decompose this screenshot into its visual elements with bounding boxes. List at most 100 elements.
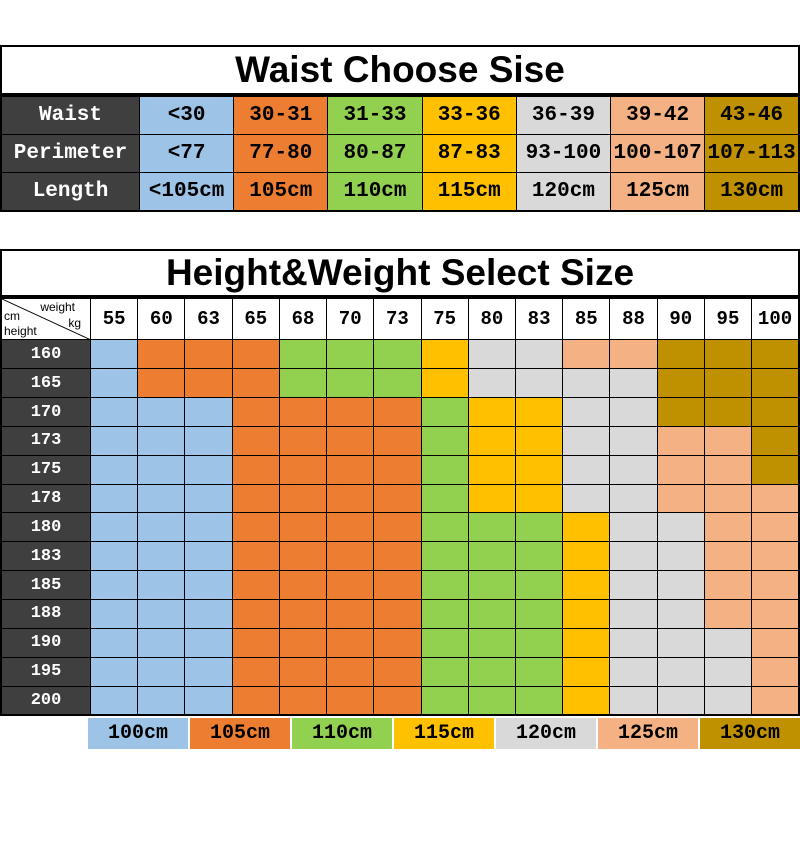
waist-cell: 39-42 bbox=[610, 95, 706, 135]
size-cell-110cm bbox=[420, 454, 469, 485]
waist-cell: 30-31 bbox=[233, 95, 329, 135]
height-row-label: 173 bbox=[0, 425, 91, 456]
size-cell-120cm bbox=[703, 627, 753, 658]
size-cell-105cm bbox=[137, 368, 186, 399]
size-cell-115cm bbox=[514, 425, 564, 456]
grid-row-190: 190 bbox=[0, 627, 800, 658]
size-cell-105cm bbox=[231, 483, 280, 514]
size-cell-100cm bbox=[184, 685, 233, 716]
size-cell-100cm bbox=[89, 397, 139, 427]
size-cell-130cm bbox=[656, 368, 705, 399]
size-cell-120cm bbox=[562, 483, 611, 514]
size-cell-120cm bbox=[703, 685, 753, 716]
weight-column-header: 100 bbox=[751, 297, 800, 341]
weight-column-header: 73 bbox=[373, 297, 422, 341]
size-cell-110cm bbox=[420, 656, 469, 687]
grid-row-188: 188 bbox=[0, 598, 800, 629]
size-cell-110cm bbox=[420, 598, 469, 629]
size-cell-120cm bbox=[609, 656, 658, 687]
size-cell-105cm bbox=[231, 339, 280, 370]
size-cell-120cm bbox=[656, 656, 705, 687]
weight-column-header: 75 bbox=[420, 297, 469, 341]
size-cell-115cm bbox=[514, 454, 564, 485]
size-cell-105cm bbox=[326, 570, 375, 600]
grid-row-200: 200 bbox=[0, 685, 800, 716]
size-cell-120cm bbox=[609, 685, 658, 716]
waist-cell: 31-33 bbox=[327, 95, 423, 135]
size-cell-125cm bbox=[751, 656, 800, 687]
size-cell-105cm bbox=[373, 570, 422, 600]
size-cell-110cm bbox=[467, 685, 516, 716]
size-cell-105cm bbox=[373, 483, 422, 514]
size-cell-115cm bbox=[562, 512, 611, 543]
size-cell-105cm bbox=[326, 627, 375, 658]
waist-cell: 130cm bbox=[704, 172, 800, 212]
size-cell-105cm bbox=[231, 570, 280, 600]
size-cell-105cm bbox=[326, 483, 375, 514]
size-cell-125cm bbox=[751, 570, 800, 600]
size-cell-105cm bbox=[184, 368, 233, 399]
waist-cell: 110cm bbox=[327, 172, 423, 212]
size-cell-115cm bbox=[467, 454, 516, 485]
waist-row-label: Waist bbox=[0, 95, 140, 135]
size-cell-125cm bbox=[703, 598, 753, 629]
size-legend: 100cm 105cm 110cm 115cm 120cm 125cm 130cm bbox=[88, 717, 800, 749]
legend-item-100cm: 100cm bbox=[88, 717, 188, 749]
size-cell-115cm bbox=[562, 656, 611, 687]
size-cell-120cm bbox=[609, 541, 658, 572]
size-cell-105cm bbox=[373, 425, 422, 456]
size-cell-100cm bbox=[137, 454, 186, 485]
size-cell-125cm bbox=[751, 512, 800, 543]
size-cell-125cm bbox=[703, 541, 753, 572]
waist-cell: 115cm bbox=[421, 172, 517, 212]
size-cell-105cm bbox=[278, 512, 328, 543]
size-cell-115cm bbox=[420, 339, 469, 370]
size-cell-100cm bbox=[184, 627, 233, 658]
size-cell-120cm bbox=[609, 483, 658, 514]
size-cell-125cm bbox=[751, 627, 800, 658]
size-cell-110cm bbox=[420, 512, 469, 543]
size-cell-100cm bbox=[184, 425, 233, 456]
size-cell-100cm bbox=[89, 627, 139, 658]
size-cell-100cm bbox=[89, 656, 139, 687]
size-cell-120cm bbox=[609, 512, 658, 543]
grid-row-175: 175 bbox=[0, 454, 800, 485]
weight-column-header: 88 bbox=[609, 297, 658, 341]
size-cell-105cm bbox=[373, 454, 422, 485]
size-cell-110cm bbox=[467, 656, 516, 687]
height-row-label: 178 bbox=[0, 483, 91, 514]
size-cell-100cm bbox=[89, 339, 139, 370]
size-cell-120cm bbox=[656, 541, 705, 572]
size-cell-110cm bbox=[326, 339, 375, 370]
waist-row-waist: Waist <30 30-31 31-33 33-36 36-39 39-42 43-46 bbox=[0, 95, 800, 135]
size-cell-110cm bbox=[467, 541, 516, 572]
grid-row-173: 173 bbox=[0, 425, 800, 456]
grid-row-160: 160 bbox=[0, 339, 800, 370]
waist-cell: 107-113 bbox=[704, 133, 800, 174]
size-cell-130cm bbox=[656, 339, 705, 370]
size-cell-100cm bbox=[89, 541, 139, 572]
size-cell-120cm bbox=[609, 397, 658, 427]
size-cell-120cm bbox=[609, 454, 658, 485]
legend-item-115cm: 115cm bbox=[394, 717, 494, 749]
size-cell-105cm bbox=[326, 397, 375, 427]
size-cell-105cm bbox=[137, 339, 186, 370]
size-cell-110cm bbox=[420, 541, 469, 572]
height-row-label: 170 bbox=[0, 397, 91, 427]
size-cell-125cm bbox=[656, 483, 705, 514]
size-cell-105cm bbox=[278, 397, 328, 427]
size-cell-115cm bbox=[562, 570, 611, 600]
size-cell-110cm bbox=[514, 685, 564, 716]
size-cell-125cm bbox=[703, 425, 753, 456]
weight-column-header: 65 bbox=[231, 297, 280, 341]
size-cell-110cm bbox=[420, 397, 469, 427]
size-cell-100cm bbox=[137, 512, 186, 543]
size-cell-105cm bbox=[326, 685, 375, 716]
size-cell-100cm bbox=[137, 570, 186, 600]
waist-cell: 93-100 bbox=[515, 133, 612, 174]
weight-column-header: 85 bbox=[562, 297, 611, 341]
weight-column-header: 68 bbox=[278, 297, 328, 341]
size-cell-100cm bbox=[137, 483, 186, 514]
waist-row-label: Perimeter bbox=[0, 133, 140, 174]
size-cell-100cm bbox=[89, 512, 139, 543]
